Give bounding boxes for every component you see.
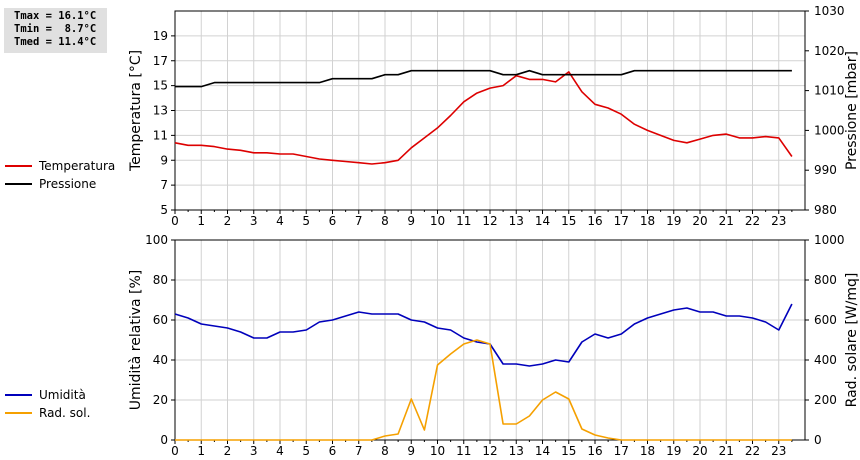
x-tick-label: 15 (561, 444, 576, 458)
x-tick-label: 3 (250, 444, 258, 458)
x-tick-label: 12 (482, 444, 497, 458)
y-left-tick-label: 7 (160, 178, 168, 192)
x-tick-label: 6 (329, 444, 337, 458)
x-tick-label: 14 (535, 444, 550, 458)
y-right-tick-label: 990 (814, 163, 837, 177)
series-line-2-1 (174, 303, 793, 367)
x-tick-label: 19 (666, 444, 681, 458)
x-tick-label: 9 (407, 214, 415, 228)
x-tick-label: 10 (430, 444, 445, 458)
x-tick-label: 8 (381, 444, 389, 458)
x-tick-label: 22 (745, 444, 760, 458)
x-tick-label: 13 (509, 444, 524, 458)
y-right-tick-label: 200 (814, 393, 837, 407)
y-right-tick-label: 1000 (814, 123, 845, 137)
y-left-tick-label: 5 (160, 203, 168, 217)
y-left-tick-label: 40 (153, 353, 168, 367)
x-tick-label: 1 (197, 444, 205, 458)
x-tick-label: 5 (302, 214, 310, 228)
y-left-tick-label: 17 (153, 54, 168, 68)
x-tick-label: 1 (197, 214, 205, 228)
x-tick-label: 11 (456, 214, 471, 228)
y-right-tick-label: 800 (814, 273, 837, 287)
y-left-tick-label: 20 (153, 393, 168, 407)
x-tick-label: 11 (456, 444, 471, 458)
x-tick-label: 8 (381, 214, 389, 228)
x-tick-label: 17 (614, 444, 629, 458)
y-left-tick-label: 60 (153, 313, 168, 327)
x-tick-label: 19 (666, 214, 681, 228)
y-right-tick-label: 600 (814, 313, 837, 327)
y-left-tick-label: 13 (153, 104, 168, 118)
x-tick-label: 5 (302, 444, 310, 458)
x-tick-label: 22 (745, 214, 760, 228)
x-tick-label: 6 (329, 214, 337, 228)
y-left-tick-label: 11 (153, 128, 168, 142)
y-right-axis-title: Rad. solare [W/mq] (844, 273, 860, 408)
legend-label: Pressione (39, 177, 96, 191)
series-line-2-2 (175, 339, 792, 441)
x-tick-label: 12 (482, 214, 497, 228)
x-tick-label: 2 (224, 444, 232, 458)
y-right-tick-label: 980 (814, 203, 837, 217)
y-right-tick-label: 1010 (814, 84, 845, 98)
x-tick-label: 3 (250, 214, 258, 228)
y-left-tick-label: 19 (153, 29, 168, 43)
x-tick-label: 4 (276, 444, 284, 458)
x-tick-label: 20 (692, 214, 707, 228)
y-left-axis-title: Temperatura [°C] (128, 50, 144, 172)
y-left-tick-label: 15 (153, 79, 168, 93)
y-right-tick-label: 1020 (814, 44, 845, 58)
y-left-tick-label: 9 (160, 153, 168, 167)
y-right-tick-label: 1000 (814, 233, 845, 247)
y-right-axis-title: Pressione [mbar] (844, 51, 860, 170)
chart-panel-2: 0 1 2 3 4 5 6 7 8 9 10 11 12 13 14 15 16 17 18 19 20 21 22 2302… (5, 233, 860, 458)
x-tick-label: 15 (561, 214, 576, 228)
y-right-tick-label: 1030 (814, 4, 845, 18)
chart-panel-1: 0 1 2 3 4 5 6 7 8 9 10 11 12 13 14 15 16 17 18 19 20 21 22 2357… (5, 4, 860, 228)
x-tick-label: 21 (719, 444, 734, 458)
y-left-tick-label: 0 (160, 433, 168, 447)
x-tick-label: 7 (355, 214, 363, 228)
x-tick-label: 20 (692, 444, 707, 458)
x-tick-label: 2 (224, 214, 232, 228)
x-tick-label: 0 (171, 444, 179, 458)
series-line-1-2 (175, 69, 792, 88)
x-tick-label: 0 (171, 214, 179, 228)
x-tick-label: 17 (614, 214, 629, 228)
x-tick-label: 23 (771, 214, 786, 228)
x-tick-label: 14 (535, 214, 550, 228)
x-tick-label: 18 (640, 214, 655, 228)
x-tick-label: 18 (640, 444, 655, 458)
stat-tmin: Tmin = 8.7°C (14, 23, 97, 35)
x-tick-label: 10 (430, 214, 445, 228)
x-tick-label: 23 (771, 444, 786, 458)
x-tick-label: 9 (407, 444, 415, 458)
y-left-tick-label: 80 (153, 273, 168, 287)
legend-label: Temperatura (38, 159, 115, 173)
x-tick-label: 16 (587, 214, 602, 228)
series-line-1-1 (174, 71, 793, 165)
legend-label: Rad. sol. (39, 406, 90, 420)
stat-tmax: Tmax = 16.1°C (14, 10, 97, 22)
legend-label: Umidità (39, 388, 86, 402)
y-left-axis-title: Umidità relativa [%] (128, 270, 144, 411)
x-tick-label: 4 (276, 214, 284, 228)
y-right-tick-label: 400 (814, 353, 837, 367)
stat-tmed: Tmed = 11.4°C (14, 36, 97, 48)
stats-box: Tmax = 16.1°C Tmin = 8.7°C Tmed = 11.4°C (4, 8, 107, 53)
x-tick-label: 16 (587, 444, 602, 458)
x-tick-label: 7 (355, 444, 363, 458)
y-right-tick-label: 0 (814, 433, 822, 447)
x-tick-label: 21 (719, 214, 734, 228)
x-tick-label: 13 (509, 214, 524, 228)
y-left-tick-label: 100 (145, 233, 168, 247)
